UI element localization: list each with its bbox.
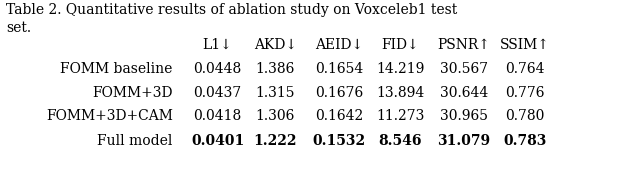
- Text: 11.273: 11.273: [376, 109, 424, 123]
- Text: 1.386: 1.386: [255, 62, 295, 76]
- Text: 1.315: 1.315: [255, 86, 295, 100]
- Text: FID↓: FID↓: [381, 38, 419, 52]
- Text: AEID↓: AEID↓: [315, 38, 364, 52]
- Text: FOMM+3D+CAM: FOMM+3D+CAM: [46, 109, 173, 123]
- Text: 0.1654: 0.1654: [315, 62, 364, 76]
- Text: 30.965: 30.965: [440, 109, 488, 123]
- Text: 31.079: 31.079: [437, 134, 491, 148]
- Text: AKD↓: AKD↓: [253, 38, 297, 52]
- Text: 0.0437: 0.0437: [193, 86, 242, 100]
- Text: 0.0418: 0.0418: [193, 109, 242, 123]
- Text: 0.783: 0.783: [503, 134, 547, 148]
- Text: 0.764: 0.764: [505, 62, 545, 76]
- Text: 0.776: 0.776: [505, 86, 545, 100]
- Text: Table 2. Quantitative results of ablation study on Voxceleb1 test
set.: Table 2. Quantitative results of ablatio…: [6, 3, 458, 35]
- Text: 1.222: 1.222: [253, 134, 297, 148]
- Text: 13.894: 13.894: [376, 86, 424, 100]
- Text: Full model: Full model: [97, 134, 173, 148]
- Text: SSIM↑: SSIM↑: [500, 38, 550, 52]
- Text: L1↓: L1↓: [203, 38, 232, 52]
- Text: 14.219: 14.219: [376, 62, 424, 76]
- Text: 30.567: 30.567: [440, 62, 488, 76]
- Text: 0.1676: 0.1676: [315, 86, 364, 100]
- Text: 0.0448: 0.0448: [193, 62, 242, 76]
- Text: FOMM+3D: FOMM+3D: [92, 86, 173, 100]
- Text: 0.0401: 0.0401: [191, 134, 244, 148]
- Text: 0.1532: 0.1532: [312, 134, 366, 148]
- Text: FOMM baseline: FOMM baseline: [60, 62, 173, 76]
- Text: 8.546: 8.546: [378, 134, 422, 148]
- Text: 0.780: 0.780: [505, 109, 545, 123]
- Text: 30.644: 30.644: [440, 86, 488, 100]
- Text: PSNR↑: PSNR↑: [438, 38, 490, 52]
- Text: 1.306: 1.306: [255, 109, 295, 123]
- Text: 0.1642: 0.1642: [315, 109, 364, 123]
